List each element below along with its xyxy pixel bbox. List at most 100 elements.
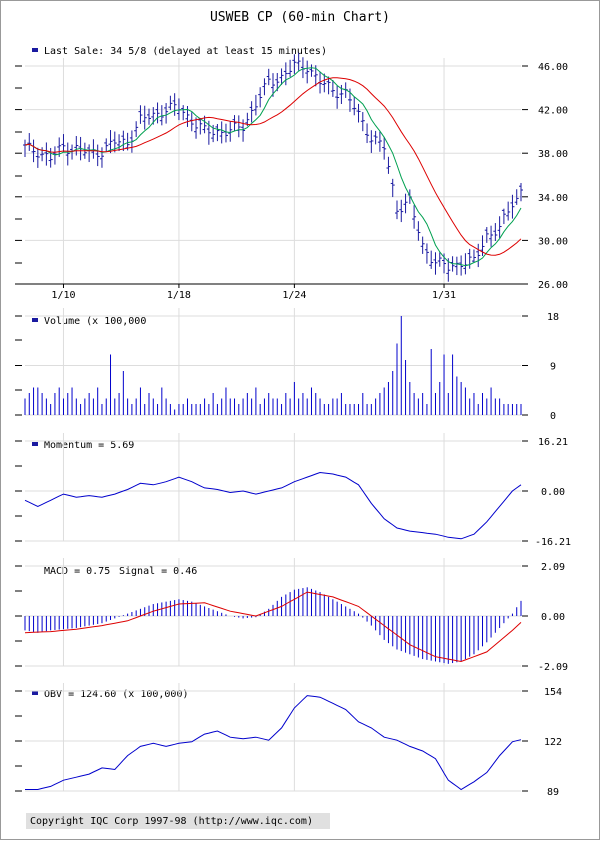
- price-bar: [142, 105, 147, 130]
- y-tick-label: 9: [550, 362, 556, 373]
- price-bar: [506, 201, 511, 221]
- y-tick-label: 89: [547, 787, 559, 798]
- price-bar: [437, 252, 442, 267]
- price-bar: [373, 130, 378, 145]
- price-bar: [74, 136, 79, 156]
- y-tick-label: 122: [544, 737, 562, 748]
- price-bar: [484, 227, 489, 243]
- y-tick-label: -16.21: [535, 537, 571, 548]
- price-bar: [95, 144, 100, 167]
- x-tick-label: 1/10: [51, 290, 75, 301]
- price-bar: [322, 73, 327, 93]
- price-bar: [117, 134, 122, 152]
- price-bar: [497, 216, 502, 238]
- price-bar: [292, 54, 297, 74]
- price-bar: [467, 248, 472, 269]
- legend-swatch: [32, 318, 38, 322]
- price-bar: [168, 95, 173, 111]
- obv-line: [25, 695, 522, 791]
- y-tick-label: 2.09: [541, 562, 565, 573]
- price-bar: [326, 76, 331, 95]
- price-bar: [330, 79, 335, 97]
- x-tick-label: 1/24: [282, 290, 306, 301]
- price-bar: [369, 130, 374, 153]
- price-bar: [412, 205, 417, 229]
- price-bar: [356, 103, 361, 123]
- price-bar: [48, 147, 53, 168]
- price-bar: [335, 85, 340, 109]
- price-bar: [198, 117, 203, 135]
- price-bar: [215, 123, 220, 142]
- obv-legend: OBV = 124.60 (x 100,000): [44, 689, 189, 700]
- long-moving-average-line: [24, 77, 522, 256]
- price-panel: Last Sale: 34 5/8 (delayed at least 15 m…: [15, 46, 568, 301]
- price-bar: [279, 68, 284, 85]
- price-bar: [121, 130, 126, 152]
- momentum-line: [24, 471, 522, 540]
- obv-panel: OBV = 124.60 (x 100,000) 154 122 89: [15, 683, 562, 798]
- price-bar: [40, 147, 45, 162]
- chart-title: USWEB CP (60-min Chart): [210, 10, 390, 25]
- price-bar: [433, 252, 438, 275]
- price-bar: [395, 200, 399, 220]
- price-bar: [501, 208, 506, 225]
- signal-legend: Signal = 0.46: [119, 566, 197, 577]
- price-bar: [399, 199, 404, 223]
- price-bar: [232, 115, 237, 132]
- y-tick-label: 0: [550, 411, 556, 422]
- price-bar: [155, 102, 160, 124]
- price-bar: [489, 225, 494, 247]
- price-bar: [493, 223, 498, 242]
- price-bar: [283, 62, 288, 86]
- price-bar: [377, 131, 382, 152]
- price-bar: [219, 121, 224, 144]
- signal-line: [24, 591, 522, 663]
- price-bar: [386, 156, 391, 174]
- price-bar: [31, 139, 36, 163]
- price-bar: [275, 72, 280, 92]
- price-bar: [429, 250, 434, 269]
- price-bar: [35, 147, 40, 168]
- price-bar: [510, 194, 515, 219]
- price-bar: [164, 103, 169, 124]
- price-bar: [61, 134, 66, 153]
- y-tick-label: 18: [547, 312, 559, 323]
- price-bar: [459, 255, 464, 276]
- y-tick-label: 0.00: [541, 612, 565, 623]
- y-tick-label: 38.00: [538, 149, 568, 160]
- volume-legend: Volume (x 100,000: [44, 316, 146, 327]
- x-tick-label: 1/31: [432, 290, 456, 301]
- legend-swatch: [32, 442, 38, 446]
- volume-panel: Volume (x 100,000 18 9 0: [15, 308, 559, 422]
- y-tick-label: 26.00: [538, 280, 568, 291]
- y-tick-label: 30.00: [538, 236, 568, 247]
- price-bar: [172, 93, 177, 116]
- price-bar: [416, 221, 421, 241]
- price-bar: [271, 73, 275, 97]
- y-tick-label: 16.21: [538, 437, 568, 448]
- price-bar: [360, 112, 365, 132]
- price-bar: [249, 101, 254, 123]
- legend-swatch: [32, 691, 38, 695]
- momentum-legend: Momentum = 5.69: [44, 440, 134, 451]
- price-bar: [253, 94, 258, 116]
- price-bar: [365, 123, 370, 144]
- price-bar: [202, 115, 207, 134]
- price-bar: [476, 243, 481, 268]
- price-bar: [262, 78, 267, 96]
- x-tick-label: 1/18: [167, 290, 191, 301]
- price-bar: [65, 142, 70, 166]
- price-bar: [382, 136, 387, 160]
- legend-swatch: [32, 48, 38, 52]
- price-bar: [258, 87, 263, 108]
- price-bar: [352, 96, 357, 116]
- copyright: Copyright IQC Corp 1997-98 (http://www.i…: [30, 816, 313, 827]
- price-bar: [390, 178, 395, 198]
- price-bar: [147, 108, 151, 125]
- price-bar: [305, 60, 310, 84]
- price-bar: [424, 243, 429, 264]
- copyright-box: [26, 813, 330, 829]
- price-bar: [181, 105, 186, 121]
